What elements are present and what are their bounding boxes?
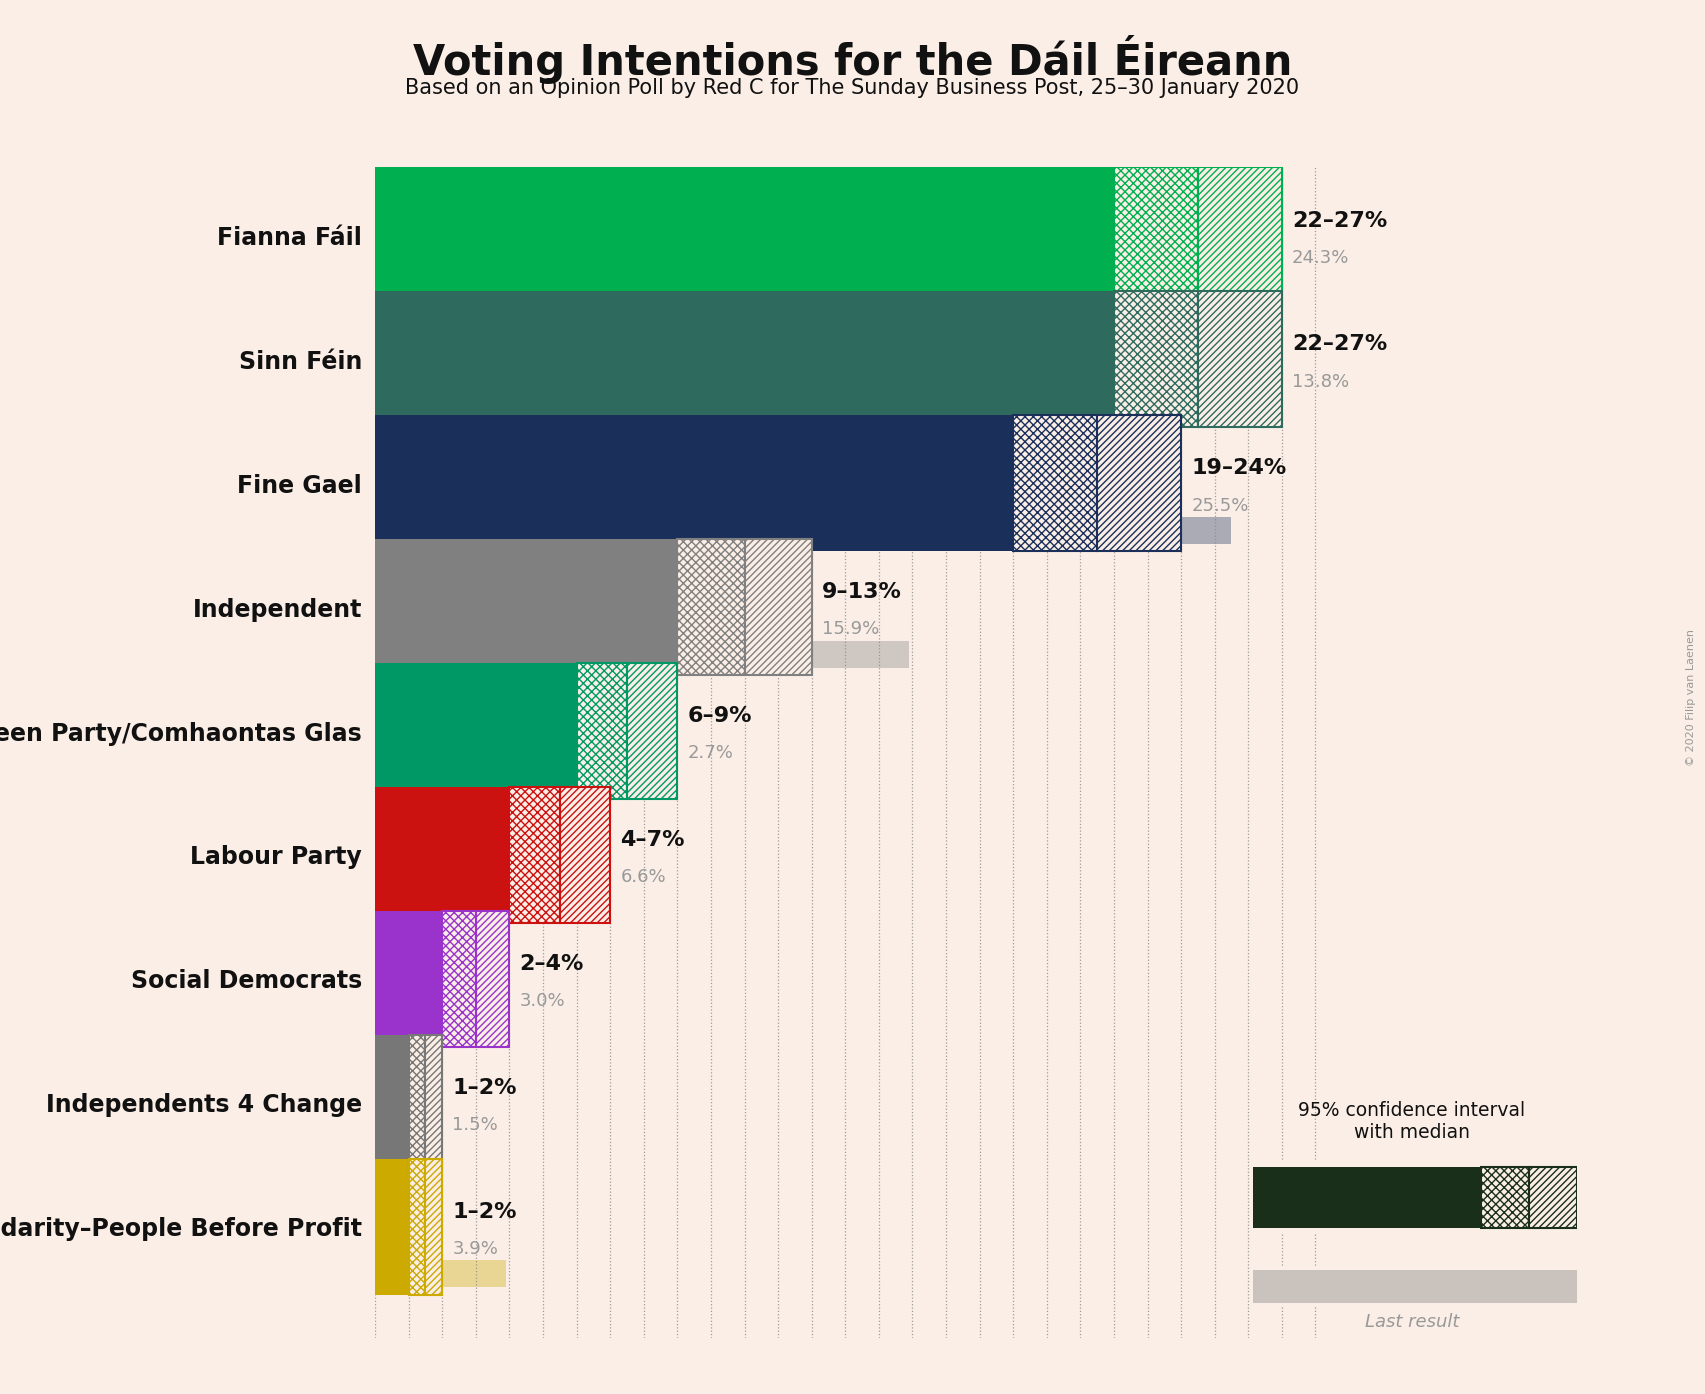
Bar (576, 664, 627, 799)
Bar (375, 1260, 506, 1288)
Text: 6–9%: 6–9% (687, 707, 752, 726)
Text: 95% confidence interval
with median: 95% confidence interval with median (1298, 1101, 1526, 1142)
Bar (375, 167, 1113, 304)
Text: 9–13%: 9–13% (822, 583, 902, 602)
Bar (375, 664, 576, 799)
Bar (426, 1034, 442, 1171)
Text: 13.8%: 13.8% (1292, 372, 1349, 390)
Text: 24.3%: 24.3% (1292, 248, 1349, 266)
Bar (1013, 415, 1096, 552)
Bar (442, 910, 476, 1047)
Bar (409, 1034, 426, 1171)
Bar (375, 910, 442, 1047)
Text: 22–27%: 22–27% (1292, 210, 1388, 230)
Text: 15.9%: 15.9% (822, 620, 880, 638)
Bar (375, 393, 839, 420)
Bar (1199, 291, 1282, 428)
Text: 19–24%: 19–24% (1192, 459, 1287, 478)
Bar (1096, 415, 1182, 552)
Text: Voting Intentions for the Dáil Éireann: Voting Intentions for the Dáil Éireann (413, 35, 1292, 84)
Text: 1.5%: 1.5% (452, 1117, 498, 1135)
Text: © 2020 Filip van Laenen: © 2020 Filip van Laenen (1686, 629, 1696, 765)
Bar (375, 1136, 426, 1164)
Text: 1–2%: 1–2% (452, 1202, 517, 1223)
Bar (1253, 1167, 1482, 1228)
Text: 4–7%: 4–7% (621, 829, 685, 850)
Text: 3.0%: 3.0% (520, 993, 564, 1011)
Bar (375, 539, 677, 675)
Bar (375, 786, 510, 923)
Bar (476, 910, 510, 1047)
Bar (426, 1158, 442, 1295)
Bar (375, 269, 1192, 296)
Text: 3.9%: 3.9% (452, 1241, 498, 1257)
Bar (375, 1034, 409, 1171)
Bar (559, 786, 610, 923)
Bar (1199, 167, 1282, 304)
Bar (677, 539, 745, 675)
Bar (375, 641, 909, 668)
Text: 2.7%: 2.7% (687, 744, 733, 763)
Bar (375, 415, 1013, 552)
Bar (1253, 1270, 1577, 1303)
Bar (375, 1158, 409, 1295)
Bar (375, 764, 465, 792)
Text: 6.6%: 6.6% (621, 868, 667, 887)
Bar (627, 664, 677, 799)
Bar (1529, 1167, 1577, 1228)
Bar (375, 517, 1231, 544)
Bar (375, 1012, 476, 1040)
Text: 1–2%: 1–2% (452, 1078, 517, 1098)
Bar (745, 539, 812, 675)
Bar (1113, 291, 1199, 428)
Text: 2–4%: 2–4% (520, 953, 583, 974)
Bar (510, 786, 559, 923)
Bar (1482, 1167, 1529, 1228)
Bar (375, 888, 597, 916)
Bar (375, 291, 1113, 428)
Bar (409, 1158, 426, 1295)
Text: Last result: Last result (1364, 1313, 1459, 1331)
Text: Based on an Opinion Poll by Red C for The Sunday Business Post, 25–30 January 20: Based on an Opinion Poll by Red C for Th… (406, 78, 1299, 98)
Text: 22–27%: 22–27% (1292, 335, 1388, 354)
Bar (1113, 167, 1199, 304)
Text: 25.5%: 25.5% (1192, 496, 1248, 514)
